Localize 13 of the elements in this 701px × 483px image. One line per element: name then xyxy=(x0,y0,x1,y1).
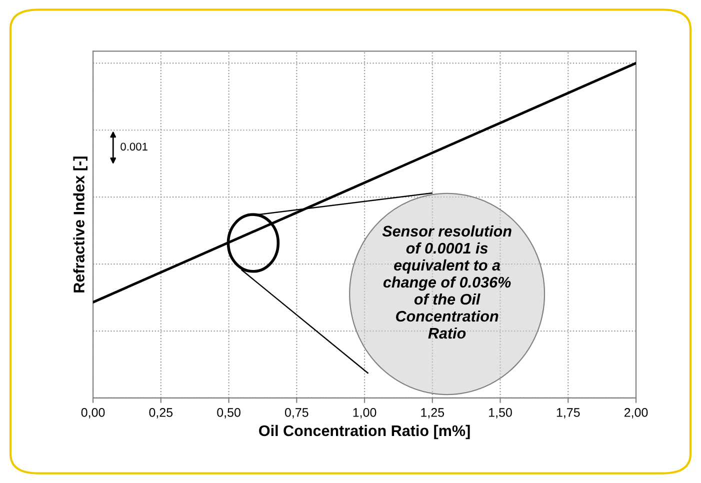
x-tick-label: 2,00 xyxy=(624,408,648,418)
y-axis-title: Refractive Index [-] xyxy=(73,156,88,292)
x-tick-label: 1,50 xyxy=(489,408,512,418)
x-tick-label: 0,25 xyxy=(149,408,173,418)
x-tick-label: 1,25 xyxy=(421,408,444,418)
annotation: Sensor resolution of 0.0001 is equivalent to a change of 0.036% of the Oil Concentration Ratio xyxy=(382,225,512,339)
x-tick-label: 0,75 xyxy=(284,408,308,418)
x-tick-label: 0,00 xyxy=(81,408,105,418)
x-tick-label: 0,50 xyxy=(217,408,240,418)
x-axis-title: Oil Concentration Ratio [m%] xyxy=(259,424,470,440)
annotation: 0.001 xyxy=(120,142,148,151)
x-tick-label: 1,75 xyxy=(556,408,580,418)
x-tick-label: 1,00 xyxy=(353,408,376,418)
